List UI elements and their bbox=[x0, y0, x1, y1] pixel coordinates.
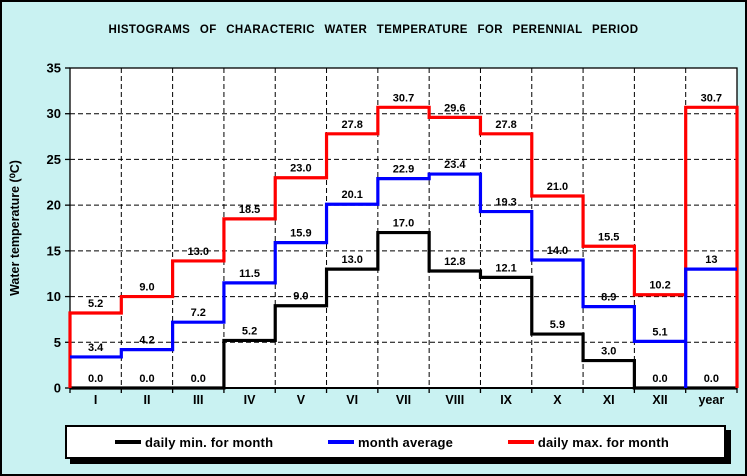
y-tick-label: 25 bbox=[47, 152, 61, 167]
x-tick-label: I bbox=[94, 393, 97, 407]
data-label: 30.7 bbox=[701, 92, 722, 104]
series-line-daily-min-for-month bbox=[70, 230, 737, 390]
legend-item-month-average: month average bbox=[328, 435, 453, 450]
data-label: 19.3 bbox=[495, 197, 516, 209]
data-label: 23.4 bbox=[444, 159, 466, 171]
data-label: 0.0 bbox=[191, 373, 206, 385]
legend-label-daily-max: daily max. for month bbox=[537, 434, 669, 450]
data-label: 0.0 bbox=[88, 373, 103, 385]
plot-area bbox=[70, 68, 737, 388]
data-label: 5.2 bbox=[88, 298, 103, 310]
x-tick-label: II bbox=[143, 393, 150, 407]
x-tick-label: year bbox=[698, 393, 724, 407]
chart-legend: daily min. for month month average daily… bbox=[65, 425, 726, 459]
data-label: 10.2 bbox=[649, 280, 670, 292]
x-tick-label: XI bbox=[603, 393, 615, 407]
data-label: 0.0 bbox=[704, 373, 719, 385]
data-label: 0.0 bbox=[652, 373, 667, 385]
data-label: 21.0 bbox=[547, 181, 568, 193]
x-tick-label: IV bbox=[244, 393, 256, 407]
data-label: 13.0 bbox=[188, 246, 209, 258]
data-label: 9.0 bbox=[293, 291, 308, 303]
data-label: 17.0 bbox=[393, 218, 414, 230]
data-label: 22.9 bbox=[393, 164, 414, 176]
data-label: 12.1 bbox=[495, 262, 516, 274]
data-label: 5.2 bbox=[242, 325, 257, 337]
x-tick-label: IX bbox=[500, 393, 512, 407]
data-label: 4.2 bbox=[139, 335, 154, 347]
data-label: 15.5 bbox=[598, 231, 619, 243]
x-tick-label: VII bbox=[396, 393, 411, 407]
chart-title: HISTOGRAMS OF CHARACTERIC WATER TEMPERAT… bbox=[108, 24, 639, 36]
x-tick-label: III bbox=[193, 393, 203, 407]
data-label: 8.9 bbox=[601, 292, 616, 304]
x-tick-label: VI bbox=[346, 393, 358, 407]
legend-line-daily-min-icon bbox=[115, 440, 141, 444]
y-tick-label: 5 bbox=[54, 335, 61, 350]
axis-ticks bbox=[65, 67, 738, 393]
data-label: 30.7 bbox=[393, 92, 414, 104]
data-label: 3.4 bbox=[88, 342, 104, 354]
data-label: 7.2 bbox=[191, 307, 206, 319]
data-label: 5.1 bbox=[652, 326, 667, 338]
data-label: 9.0 bbox=[139, 282, 154, 294]
x-tick-label: XII bbox=[652, 393, 667, 407]
data-label: 18.5 bbox=[239, 204, 260, 216]
x-tick-label: X bbox=[553, 393, 562, 407]
data-label: 27.8 bbox=[341, 119, 362, 131]
legend-item-daily-min: daily min. for month bbox=[115, 435, 273, 450]
data-label: 0.0 bbox=[139, 373, 154, 385]
legend-line-daily-max-icon bbox=[507, 440, 534, 444]
series-line-daily-max-for-month bbox=[68, 105, 739, 388]
x-tick-label: V bbox=[297, 393, 306, 407]
y-tick-label: 15 bbox=[47, 243, 61, 258]
data-label: 15.9 bbox=[290, 228, 311, 240]
data-label: 20.1 bbox=[341, 189, 362, 201]
legend-label-daily-min: daily min. for month bbox=[145, 434, 274, 450]
data-label: 29.6 bbox=[444, 102, 465, 114]
y-tick-label: 35 bbox=[47, 61, 61, 76]
data-label: 3.0 bbox=[601, 346, 616, 358]
data-label: 23.0 bbox=[290, 163, 311, 175]
data-label: 12.8 bbox=[444, 256, 465, 268]
legend-label-month-average: month average bbox=[358, 434, 454, 450]
data-label: 13.0 bbox=[341, 254, 362, 266]
x-tick-label: VIII bbox=[445, 393, 464, 407]
data-label: 5.9 bbox=[550, 319, 565, 331]
series-line-month-average bbox=[70, 172, 737, 388]
y-tick-label: 30 bbox=[47, 106, 61, 121]
y-tick-label: 10 bbox=[47, 289, 61, 304]
y-tick-label: 20 bbox=[47, 198, 61, 213]
legend-line-month-average-icon bbox=[328, 440, 354, 444]
data-label: 11.5 bbox=[239, 268, 260, 280]
data-label: 13 bbox=[705, 254, 717, 266]
data-label: 14.0 bbox=[547, 245, 568, 257]
legend-item-daily-max: daily max. for month bbox=[507, 434, 669, 450]
data-label: 27.8 bbox=[495, 119, 516, 131]
y-tick-label: 0 bbox=[54, 381, 61, 396]
